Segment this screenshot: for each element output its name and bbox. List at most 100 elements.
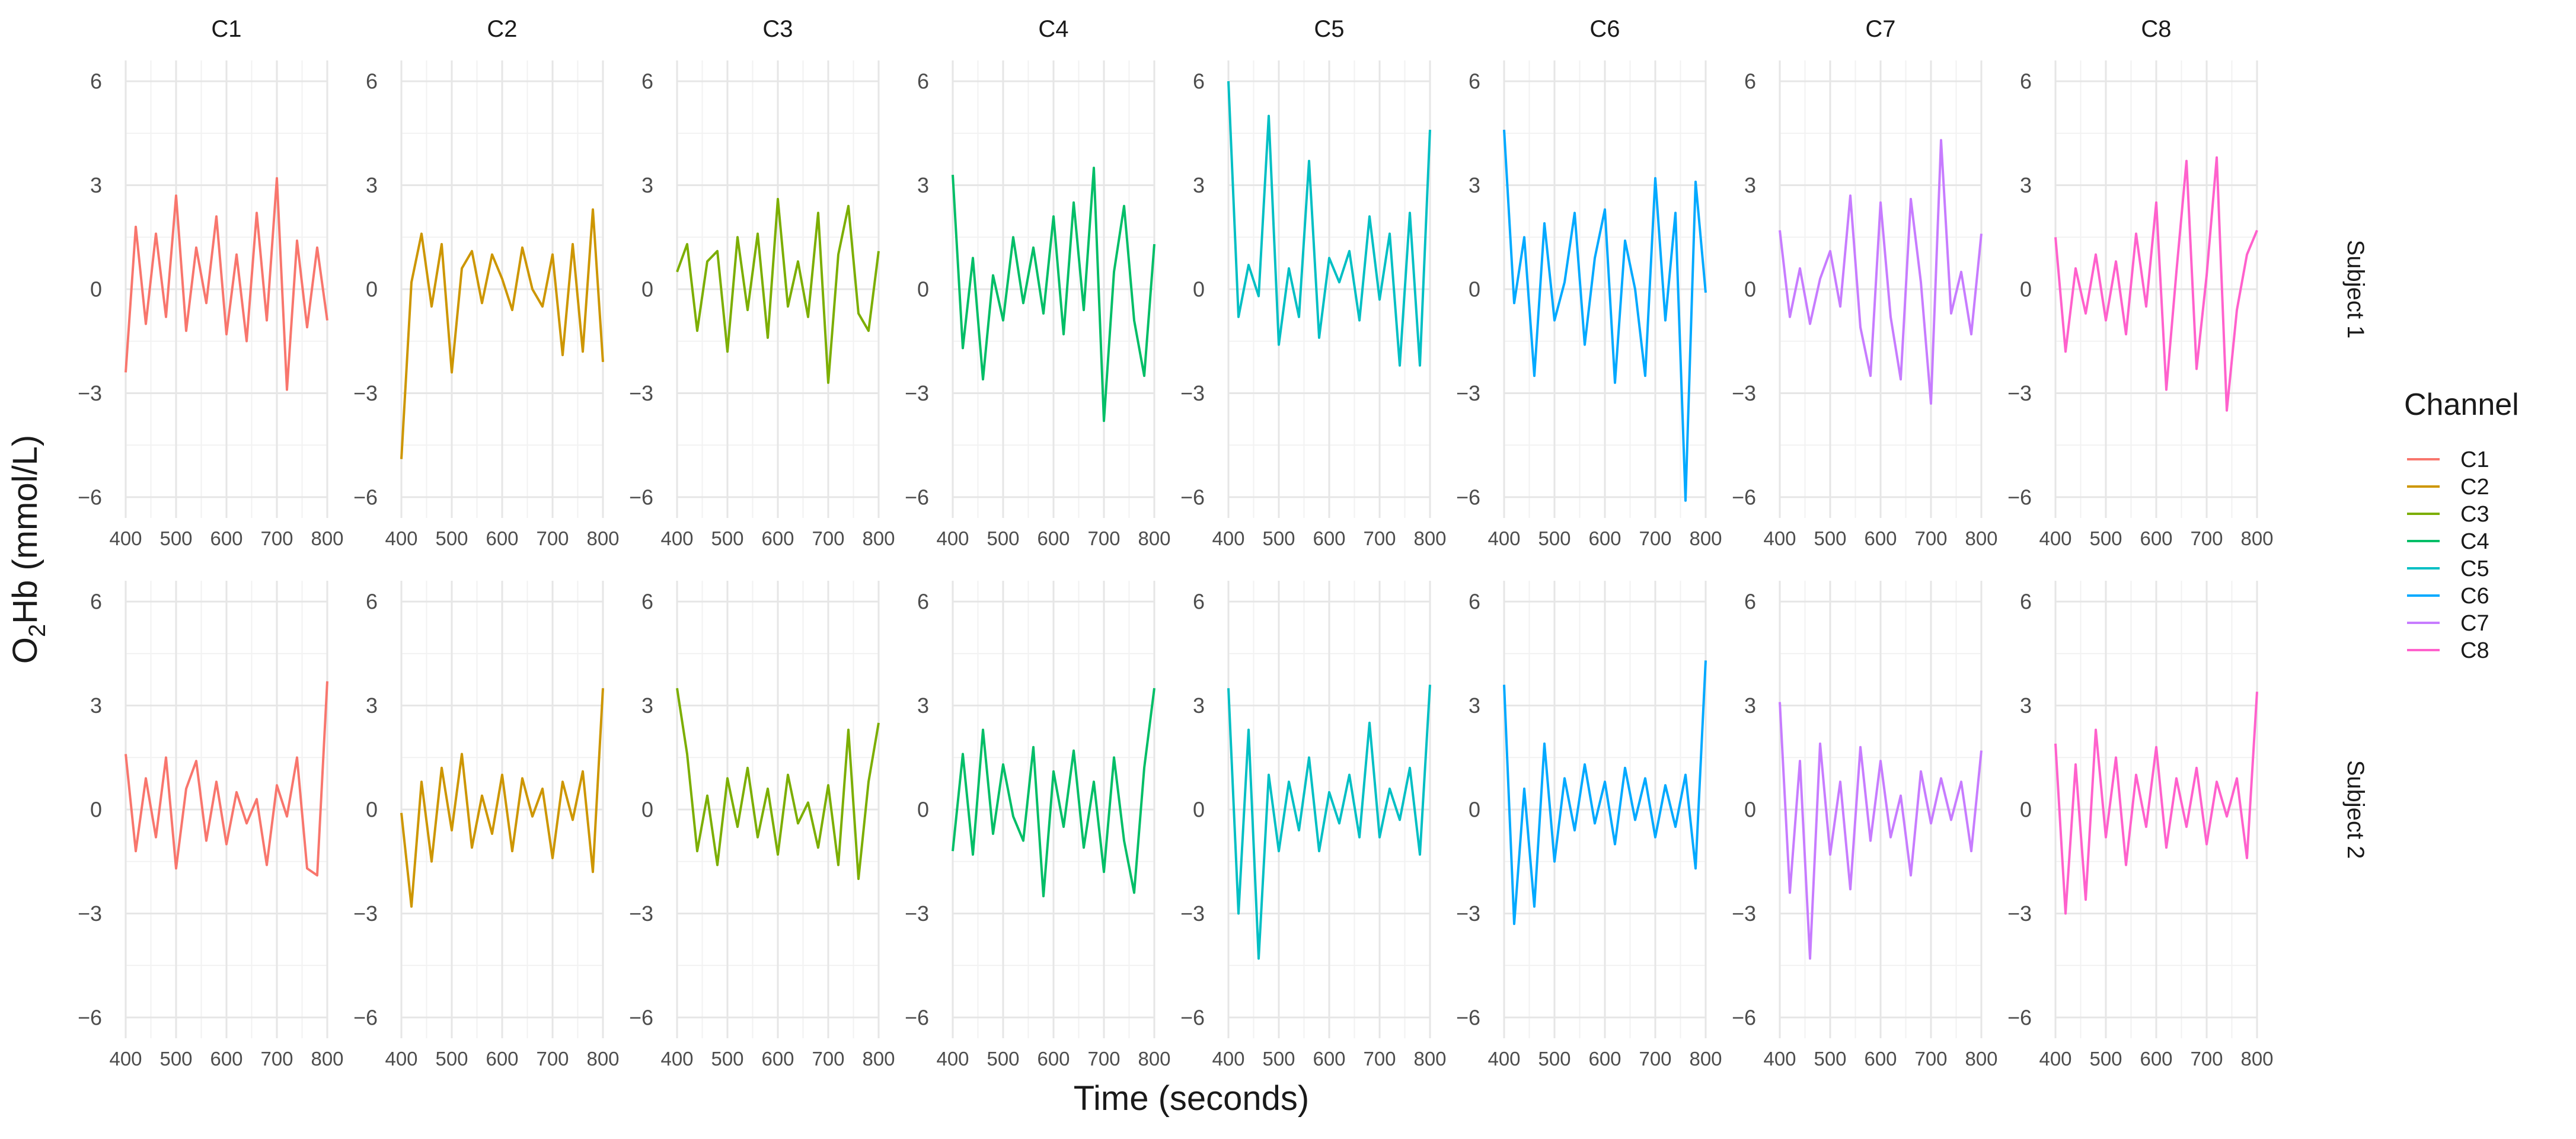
y-tick-label: −6 (629, 485, 653, 510)
y-tick-label: 3 (90, 173, 102, 197)
x-tick-label: 400 (1763, 527, 1796, 549)
x-tick-label: 600 (1588, 1048, 1621, 1070)
x-tick-label: 800 (1965, 1048, 1997, 1070)
series-line-c2 (400, 688, 604, 908)
x-tick-label: 700 (1914, 1048, 1947, 1070)
panel-subject-2-c8: −6 −3 0 3 6 400 500 600 700 800 (2007, 581, 2274, 1070)
y-tick-label: −3 (353, 381, 378, 405)
y-tick-label: 6 (2020, 590, 2032, 614)
series-line-c1 (125, 681, 328, 877)
y-tick-label: 3 (90, 693, 102, 718)
panel-subject-1-c3: −6 −3 0 3 6 400 500 600 700 800 (629, 60, 895, 549)
y-tick-label: 3 (1744, 173, 1756, 197)
series-line-c6 (1503, 660, 1707, 925)
y-tick-label: 6 (917, 69, 929, 94)
y-tick-label: 6 (366, 69, 378, 94)
x-tick-label: 400 (1487, 1048, 1520, 1070)
x-tick-label: 500 (1538, 1048, 1571, 1070)
y-tick-label: 0 (917, 277, 929, 302)
y-tick-label: 6 (1744, 69, 1756, 94)
panel-subject-1-c7: −6 −3 0 3 6 400 500 600 700 800 (1732, 60, 1998, 549)
x-tick-label: 800 (1689, 527, 1722, 549)
y-tick-label: 0 (1469, 277, 1480, 302)
y-tick-label: −3 (1180, 901, 1205, 926)
series-line-c3 (676, 687, 880, 880)
x-tick-label: 400 (2039, 527, 2071, 549)
x-tick-label: 600 (1037, 1048, 1070, 1070)
y-tick-label: −3 (353, 901, 378, 926)
panel-subject-2-c3: −6 −3 0 3 6 400 500 600 700 800 (629, 581, 895, 1070)
y-axis-title: O2Hb (mmol/L) (6, 435, 50, 664)
strip-title-c3: C3 (762, 16, 793, 42)
row-strip-subject-2: Subject 2 (2342, 760, 2368, 859)
y-tick-label: −3 (1732, 901, 1756, 926)
y-tick-label: −3 (1732, 381, 1756, 405)
y-tick-label: 3 (917, 173, 929, 197)
y-tick-label: 0 (1469, 798, 1480, 822)
x-tick-label: 400 (385, 1048, 417, 1070)
x-tick-label: 400 (109, 527, 142, 549)
y-tick-label: −3 (629, 381, 653, 405)
x-tick-label: 800 (2240, 527, 2273, 549)
x-tick-label: 500 (159, 1048, 192, 1070)
strip-title-c4: C4 (1038, 16, 1068, 42)
x-tick-label: 600 (1313, 527, 1345, 549)
y-tick-label: 0 (1744, 277, 1756, 302)
x-tick-label: 500 (1814, 527, 1846, 549)
y-tick-label: 6 (641, 590, 653, 614)
x-tick-label: 800 (2240, 1048, 2273, 1070)
x-tick-label: 600 (2140, 1048, 2172, 1070)
y-tick-label: 6 (1193, 69, 1205, 94)
y-tick-label: −3 (1456, 381, 1480, 405)
x-tick-label: 700 (2190, 1048, 2223, 1070)
legend-label-c8: C8 (2460, 638, 2489, 663)
x-tick-label: 500 (1814, 1048, 1846, 1070)
y-tick-label: 3 (366, 693, 378, 718)
y-tick-label: −6 (905, 1006, 929, 1030)
panel-subject-1-c6: −6 −3 0 3 6 400 500 600 700 800 (1456, 60, 1722, 549)
x-tick-label: 400 (936, 1048, 969, 1070)
strip-title-c6: C6 (1589, 16, 1620, 42)
panel-subject-2-c1: −6 −3 0 3 6 400 500 600 700 800 (78, 581, 344, 1070)
y-tick-label: 3 (917, 693, 929, 718)
panel-subject-1-c2: −6 −3 0 3 6 400 500 600 700 800 (353, 60, 620, 549)
strip-title-c2: C2 (487, 16, 517, 42)
x-tick-label: 500 (1262, 527, 1295, 549)
series-line-c6 (1503, 129, 1707, 502)
x-tick-label: 500 (159, 527, 192, 549)
x-tick-label: 800 (1413, 527, 1446, 549)
series-line-c8 (2054, 156, 2258, 412)
x-tick-label: 800 (1413, 1048, 1446, 1070)
x-tick-label: 500 (2089, 527, 2122, 549)
x-tick-label: 700 (812, 527, 844, 549)
x-tick-label: 700 (1363, 527, 1396, 549)
series-line-c4 (952, 167, 1155, 423)
y-axis-title-subscript: 2 (24, 624, 50, 637)
panel-subject-1-c5: −6 −3 0 3 6 400 500 600 700 800 (1180, 60, 1447, 549)
x-tick-label: 500 (987, 527, 1019, 549)
y-tick-label: −3 (78, 381, 102, 405)
x-tick-label: 700 (260, 1048, 293, 1070)
x-tick-label: 800 (1689, 1048, 1722, 1070)
y-tick-label: 3 (1744, 693, 1756, 718)
x-tick-label: 700 (260, 527, 293, 549)
x-tick-label: 500 (435, 1048, 468, 1070)
y-tick-label: 3 (641, 693, 653, 718)
x-tick-label: 500 (1538, 527, 1571, 549)
x-axis-title: Time (seconds) (1074, 1079, 1310, 1118)
y-tick-label: −3 (1180, 381, 1205, 405)
x-tick-label: 600 (210, 527, 242, 549)
x-tick-label: 600 (1864, 527, 1897, 549)
y-tick-label: 3 (1469, 173, 1480, 197)
x-tick-label: 400 (936, 527, 969, 549)
y-tick-label: 6 (2020, 69, 2032, 94)
y-tick-label: 6 (366, 590, 378, 614)
y-tick-label: 3 (641, 173, 653, 197)
panel-subject-1-c1: −6 −3 0 3 6 400 500 600 700 800 (78, 60, 344, 549)
x-tick-label: 400 (385, 527, 417, 549)
x-tick-label: 800 (586, 1048, 619, 1070)
y-tick-label: −6 (1456, 485, 1480, 510)
legend-label-c7: C7 (2460, 611, 2489, 636)
y-tick-label: 3 (2020, 693, 2032, 718)
strip-title-c5: C5 (1314, 16, 1344, 42)
